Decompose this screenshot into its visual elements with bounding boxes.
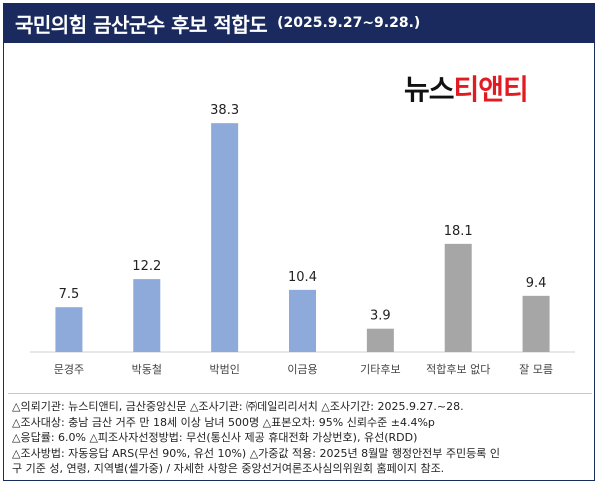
note-line: △의뢰기관: 뉴스티앤티, 금산중앙신문 △조사기관: ㈜데일리리서치 △조사기… [12, 400, 464, 413]
category-label: 잘 모름 [519, 363, 553, 376]
category-label: 문경주 [54, 363, 84, 376]
news-logo: 뉴스티앤티 [404, 68, 529, 108]
chart-frame [3, 3, 595, 481]
bar-value-label: 38.3 [210, 103, 239, 118]
bar-value-label: 18.1 [444, 224, 473, 239]
logo-text-black: 뉴스 [404, 73, 455, 106]
bar [55, 307, 83, 352]
bar [444, 243, 472, 352]
bar [522, 295, 550, 352]
title-bar: 국민의힘 금산군수 후보 적합도 (2025.9.27~9.28.) [3, 3, 595, 43]
bar-chart: 7.5 문경주 12.2 박동철 38.3 박범인 10.4 이금용 3.9 기타후보 18.1 적합… [30, 103, 575, 376]
category-label: 박동철 [132, 363, 162, 376]
survey-notes: △의뢰기관: 뉴스티앤티, 금산중앙신문 △조사기관: ㈜데일리리서치 △조사기… [12, 399, 590, 477]
bar [133, 279, 161, 352]
bar-value-label: 3.9 [370, 309, 391, 324]
bar [211, 123, 239, 352]
bar-value-label: 10.4 [288, 270, 317, 285]
bar [289, 289, 316, 352]
notes-separator [8, 393, 592, 394]
chart-subtitle: (2025.9.27~9.28.) [277, 15, 421, 31]
category-label: 박범인 [209, 363, 239, 376]
category-label: 적합후보 없다 [426, 363, 490, 376]
bar [366, 328, 394, 352]
category-label: 이금용 [287, 363, 317, 376]
category-label: 기타후보 [360, 363, 400, 376]
bar-value-label: 9.4 [526, 276, 547, 291]
chart-title: 국민의힘 금산군수 후보 적합도 [15, 12, 268, 37]
logo-text-red: 티앤티 [453, 73, 529, 106]
note-line: △응답률: 6.0% △피조사자선정방법: 무선(통신사 제공 휴대전화 가상번… [12, 431, 418, 445]
bar-value-label: 12.2 [132, 259, 161, 274]
bar-value-label: 7.5 [59, 287, 80, 302]
note-line: △조사대상: 충남 금산 거주 만 18세 이상 남녀 500명 △표본오차: … [12, 415, 435, 429]
note-line: 구 기준 성, 연령, 지역별(셀가중) / 자세한 사항은 중앙선거여론조사심… [12, 462, 445, 476]
note-line: △조사방법: 자동응답 ARS(무선 90%, 유선 10%) △가중값 적용:… [12, 446, 501, 460]
